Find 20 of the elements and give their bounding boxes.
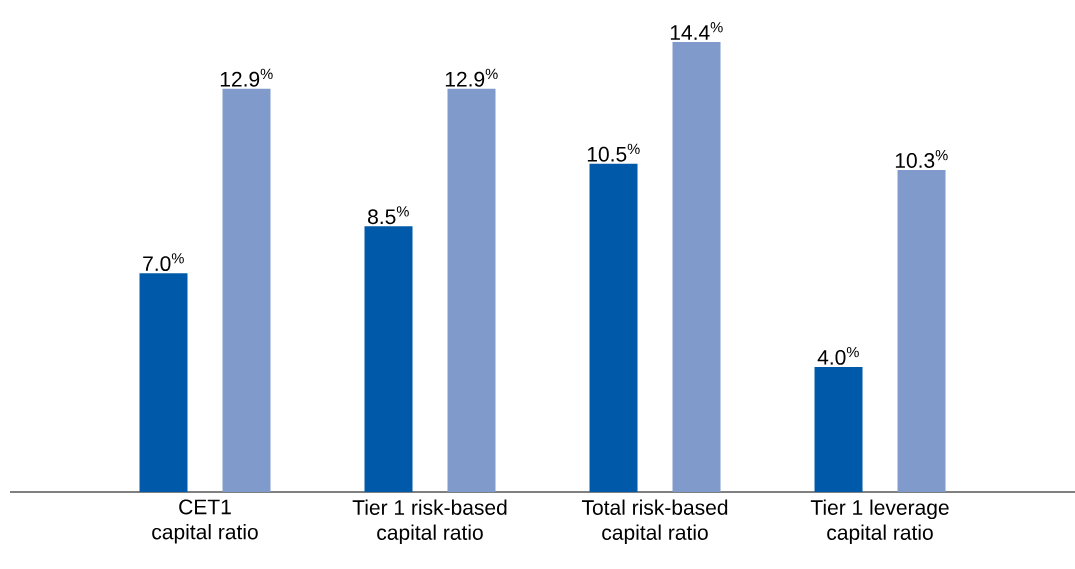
x-tick-label: Tier 1 leverage capital ratio (810, 499, 949, 545)
x-tick-label: Total risk-based capital ratio (581, 499, 728, 545)
bar (672, 42, 721, 492)
data-label: 7.0$^{%}$ (143, 253, 184, 272)
data-label: 12.9$^{%}$ (445, 68, 498, 87)
data-label: 14.4$^{%}$ (670, 22, 723, 40)
data-label: 4.0$^{%}$ (817, 346, 859, 365)
bar (139, 273, 188, 492)
data-label: 12.9$^{%}$ (220, 68, 273, 87)
bar (814, 367, 863, 492)
bar (222, 88, 271, 492)
data-label: 10.5$^{%}$ (587, 143, 640, 162)
bar (364, 226, 413, 492)
bar (447, 88, 496, 492)
bar (589, 163, 638, 492)
x-tick-label: Tier 1 risk-based capital ratio (352, 499, 507, 545)
data-label: 8.5$^{%}$ (368, 206, 409, 225)
data-label: 10.3$^{%}$ (895, 150, 948, 168)
bar (897, 170, 946, 492)
x-tick-label: CET1 capital ratio (152, 499, 258, 544)
